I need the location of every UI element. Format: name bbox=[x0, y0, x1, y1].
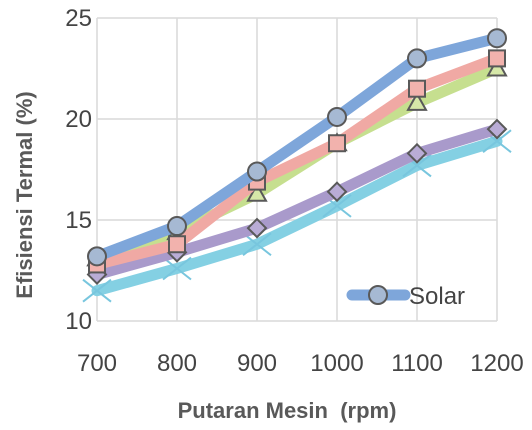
data-point bbox=[328, 134, 346, 153]
x-tick-label: 900 bbox=[237, 350, 277, 377]
y-tick-label: 15 bbox=[65, 207, 92, 234]
data-point bbox=[408, 79, 426, 98]
x-axis-title: Putaran Mesin (rpm) bbox=[178, 398, 397, 423]
legend-label: Solar bbox=[409, 283, 465, 310]
data-point bbox=[168, 235, 186, 254]
legend: Solar bbox=[346, 283, 465, 310]
series-line bbox=[91, 123, 503, 281]
data-point bbox=[487, 28, 507, 49]
legend-marker bbox=[368, 285, 388, 305]
series-x bbox=[82, 129, 512, 303]
data-point bbox=[82, 278, 112, 303]
data-point bbox=[242, 232, 272, 257]
data-point bbox=[486, 57, 508, 77]
x-tick-labels: 700 800 900 1000 1100 1200 bbox=[77, 350, 524, 377]
data-point bbox=[406, 142, 428, 164]
series-circle bbox=[87, 28, 507, 267]
series-line bbox=[91, 52, 503, 270]
data-point bbox=[488, 49, 506, 68]
data-point bbox=[246, 182, 268, 202]
data-point bbox=[406, 91, 428, 111]
series-group bbox=[82, 28, 512, 303]
data-point bbox=[167, 216, 187, 237]
data-point bbox=[327, 106, 347, 127]
data-point bbox=[326, 181, 348, 203]
y-tick-label: 10 bbox=[65, 308, 92, 335]
y-tick-label: 20 bbox=[65, 106, 92, 133]
data-point bbox=[486, 118, 508, 140]
x-tick-label: 1200 bbox=[470, 350, 523, 377]
series-line bbox=[91, 32, 503, 262]
data-point bbox=[407, 48, 427, 69]
x-tick-label: 1100 bbox=[391, 350, 443, 377]
data-point bbox=[87, 246, 107, 267]
y-axis-title: Efisiensi Termal (%) bbox=[12, 91, 37, 298]
series-line bbox=[91, 135, 503, 297]
x-tick-label: 800 bbox=[157, 350, 197, 377]
y-tick-label: 25 bbox=[65, 5, 92, 32]
data-point bbox=[247, 161, 267, 182]
y-tick-labels: 10 15 20 25 bbox=[65, 5, 92, 335]
data-point bbox=[162, 256, 192, 281]
x-tick-label: 700 bbox=[77, 350, 117, 377]
data-point bbox=[246, 217, 268, 239]
x-tick-label: 1000 bbox=[310, 350, 363, 377]
